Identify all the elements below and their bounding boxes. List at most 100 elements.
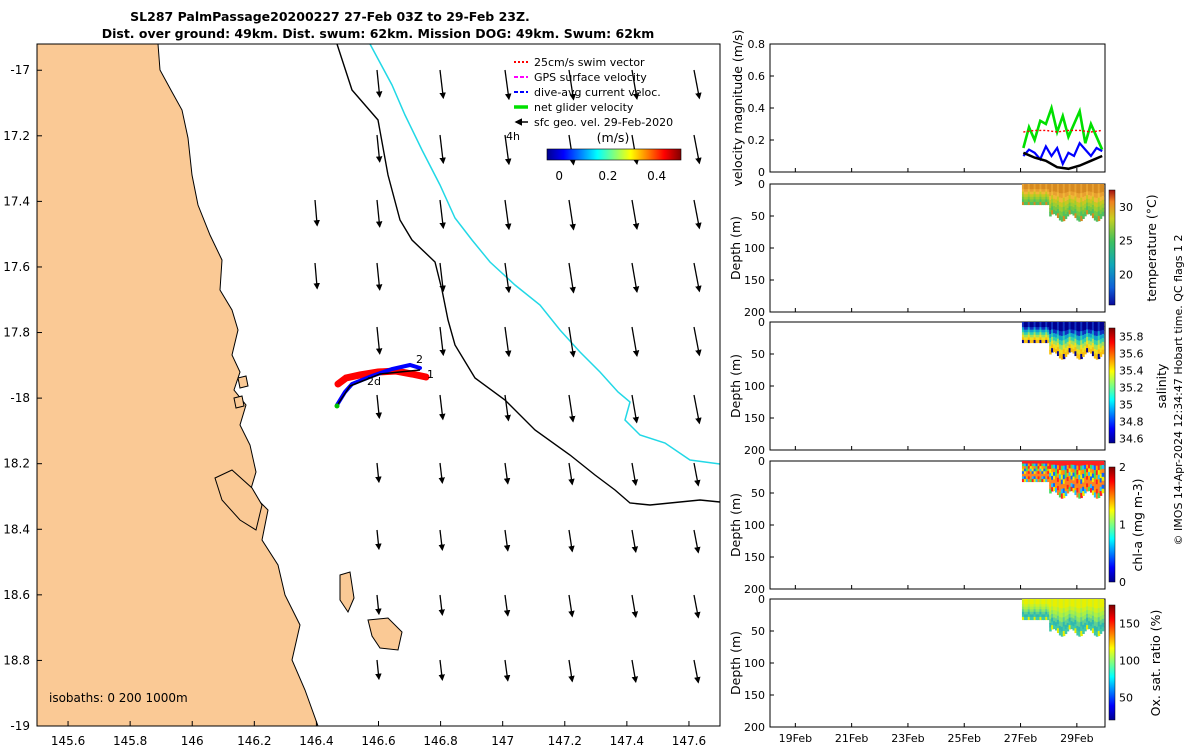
profile-cell — [1053, 610, 1056, 615]
profile-cell — [1089, 345, 1093, 350]
profile-cell — [1074, 347, 1077, 352]
profile-cell — [1049, 618, 1052, 624]
temperature-ylabel: Depth (m) — [728, 216, 743, 280]
profile-cell — [1101, 610, 1105, 616]
profile-cell — [1041, 324, 1044, 328]
profile-cell — [1091, 599, 1095, 604]
profile-cell — [1039, 339, 1042, 344]
profile-cell — [1025, 327, 1029, 331]
profile-cell — [1054, 329, 1058, 335]
profile-cell — [1037, 616, 1041, 621]
profile-cell — [1041, 463, 1044, 467]
profile-cell — [1074, 490, 1077, 496]
profile-cell — [1051, 464, 1054, 470]
profile-cell — [1072, 618, 1076, 623]
profile-cell — [1031, 463, 1035, 467]
profile-cell — [1029, 186, 1033, 190]
profile-cell — [1045, 186, 1048, 190]
profile-cell — [1082, 196, 1085, 202]
profile-cell — [1064, 620, 1068, 626]
profile-cell — [1095, 603, 1099, 609]
profile-cell — [1023, 606, 1027, 610]
geostrophic-arrow — [439, 394, 446, 421]
profile-cell — [1060, 211, 1064, 218]
profile-cell — [1088, 606, 1091, 611]
profile-cell — [1086, 472, 1089, 477]
profile-cell — [1053, 468, 1056, 473]
profile-cell — [1080, 492, 1083, 499]
geostrophic-arrow — [631, 594, 639, 619]
profile-cell — [1088, 202, 1091, 207]
profile-cell — [1074, 624, 1077, 629]
profile-cell — [1053, 602, 1056, 607]
profile-cell — [1031, 327, 1035, 331]
profile-cell — [1029, 609, 1033, 613]
profile-cell — [1062, 461, 1066, 467]
profile-cell — [1062, 608, 1066, 614]
profile-cell — [1031, 339, 1035, 344]
profile-cell — [1072, 488, 1076, 493]
profile-cell — [1031, 332, 1035, 336]
profile-cell — [1076, 210, 1079, 217]
legend-label-gps: GPS surface velocity — [534, 71, 647, 84]
profile-cell — [1070, 209, 1074, 215]
profile-cell — [1029, 473, 1033, 477]
profile-cell — [1062, 344, 1066, 350]
profile-cell — [1060, 617, 1064, 623]
profile-cell — [1043, 201, 1046, 206]
geostrophic-arrow — [439, 199, 446, 230]
profile-cell — [1027, 614, 1031, 618]
profile-cell — [1091, 330, 1095, 336]
profile-cell — [1076, 630, 1079, 636]
profile-cell — [1031, 609, 1035, 613]
profile-cell — [1043, 194, 1046, 198]
profile-cell — [1041, 332, 1044, 336]
profile-cell — [1088, 329, 1091, 334]
profile-cell — [1064, 611, 1068, 617]
profile-cell — [1041, 604, 1044, 608]
profile-cell — [1047, 324, 1050, 328]
profile-cell — [1025, 473, 1029, 477]
profile-cell — [1031, 606, 1035, 610]
profile-cell — [1078, 331, 1081, 337]
profile-cell — [1078, 461, 1081, 467]
profile-cell — [1023, 604, 1027, 608]
profile-cell — [1056, 624, 1060, 629]
profile-cell — [1043, 473, 1046, 477]
profile-cell — [1070, 621, 1074, 626]
map-xtick-label: 145.8 — [113, 734, 147, 748]
profile-cell — [1058, 215, 1062, 221]
profile-cell — [1023, 614, 1027, 618]
profile-cell — [1084, 322, 1087, 327]
profile-cell — [1054, 622, 1058, 627]
profile-cell — [1025, 184, 1029, 188]
profile-cell — [1095, 207, 1099, 213]
profile-cell — [1076, 599, 1079, 605]
profile-cell — [1033, 337, 1037, 341]
map-ytick-label: 18.2 — [3, 457, 30, 471]
profile-cell — [1021, 616, 1025, 621]
profile-cell — [1091, 628, 1095, 634]
profile-cell — [1056, 615, 1060, 621]
profile-cell — [1037, 478, 1041, 483]
profile-cell — [1082, 473, 1085, 479]
profile-cell — [1076, 478, 1079, 485]
profile-cell — [1097, 488, 1101, 494]
profile-cell — [1060, 349, 1064, 356]
profile-cell — [1041, 466, 1044, 470]
profile-cell — [1023, 191, 1027, 195]
profile-cell — [1037, 186, 1041, 190]
profile-cell — [1095, 340, 1099, 346]
profile-cell — [1070, 599, 1074, 604]
profile-cell — [1076, 206, 1079, 212]
velocity-series-line — [1022, 151, 1103, 171]
profile-cell — [1072, 464, 1076, 470]
profile-cell — [1045, 327, 1048, 331]
profile-cell — [1023, 329, 1027, 333]
profile-cell — [1054, 618, 1058, 623]
profile-cell — [1093, 461, 1097, 467]
profile-cell — [1101, 199, 1105, 205]
profile-cell — [1047, 334, 1050, 338]
